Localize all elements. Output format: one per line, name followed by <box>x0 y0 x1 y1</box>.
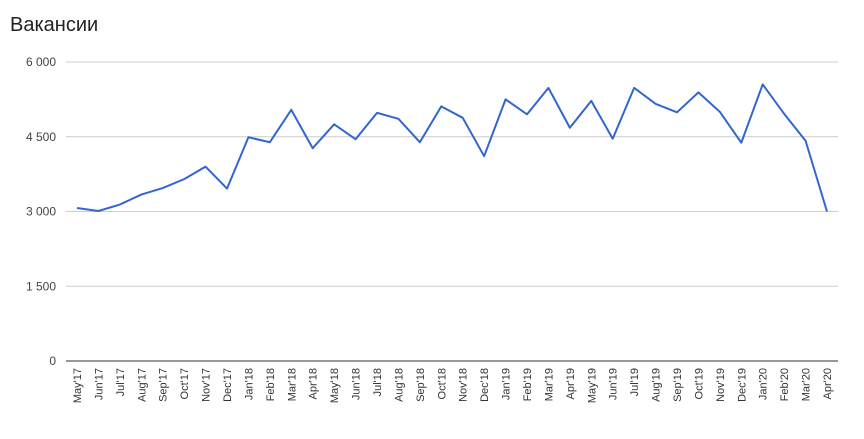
x-tick-label: Jan'19 <box>501 368 513 400</box>
x-tick-label: Jul'18 <box>372 368 384 396</box>
x-tick-label: Oct'19 <box>693 368 705 399</box>
x-tick-label: Jan'18 <box>243 368 255 400</box>
x-tick-label: May'17 <box>72 368 84 403</box>
x-tick-label: Jun'19 <box>608 368 620 400</box>
x-tick-label: Jun'17 <box>93 368 105 400</box>
x-tick-label: Jul'17 <box>115 368 127 396</box>
x-tick-label: Dec'19 <box>736 368 748 402</box>
x-tick-label: Apr'18 <box>308 368 320 399</box>
y-tick-label: 1 500 <box>26 279 56 293</box>
x-axis-ticks: May'17 Jun'17 Jul'17 Aug'17 Sep'17 Oct'17 Nov'… <box>72 368 834 403</box>
x-tick-label: Nov'17 <box>201 368 213 402</box>
x-tick-label: Aug'17 <box>136 368 148 402</box>
x-tick-label: Feb'18 <box>265 368 277 401</box>
x-tick-label: Dec'17 <box>222 368 234 402</box>
x-tick-label: Aug'18 <box>393 368 405 402</box>
x-tick-label: Sep'18 <box>415 368 427 402</box>
x-tick-label: May'19 <box>586 368 598 403</box>
x-tick-label: Jul'19 <box>629 368 641 396</box>
y-tick-label: 3 000 <box>26 205 56 219</box>
series-line-vacancies <box>76 83 828 212</box>
x-tick-label: Mar'19 <box>543 368 555 401</box>
x-tick-label: Jan'20 <box>758 368 770 400</box>
x-tick-label: Dec'18 <box>479 368 491 402</box>
x-tick-label: Nov'18 <box>458 368 470 402</box>
y-tick-label: 6 000 <box>26 55 56 69</box>
x-tick-label: Feb'20 <box>779 368 791 401</box>
x-tick-label: Sep'19 <box>672 368 684 402</box>
y-tick-label: 0 <box>49 354 56 368</box>
x-tick-label: Apr'20 <box>822 368 834 399</box>
x-tick-label: Apr'19 <box>565 368 577 399</box>
x-tick-label: Sep'17 <box>158 368 170 402</box>
x-tick-label: Mar'20 <box>801 368 813 401</box>
x-tick-label: Aug'19 <box>651 368 663 402</box>
x-tick-label: Jun'18 <box>351 368 363 400</box>
x-tick-label: Oct'17 <box>179 368 191 399</box>
x-tick-label: Oct'18 <box>436 368 448 399</box>
x-tick-label: Mar'18 <box>286 368 298 401</box>
x-tick-label: May'18 <box>329 368 341 403</box>
x-tick-label: Nov'19 <box>715 368 727 402</box>
x-tick-label: Feb'19 <box>522 368 534 401</box>
chart-title: Вакансии <box>10 14 99 36</box>
y-tick-label: 4 500 <box>26 130 56 144</box>
y-axis-ticks: 0 1 500 3 000 4 500 6 000 <box>26 55 56 368</box>
gridlines <box>66 61 838 287</box>
